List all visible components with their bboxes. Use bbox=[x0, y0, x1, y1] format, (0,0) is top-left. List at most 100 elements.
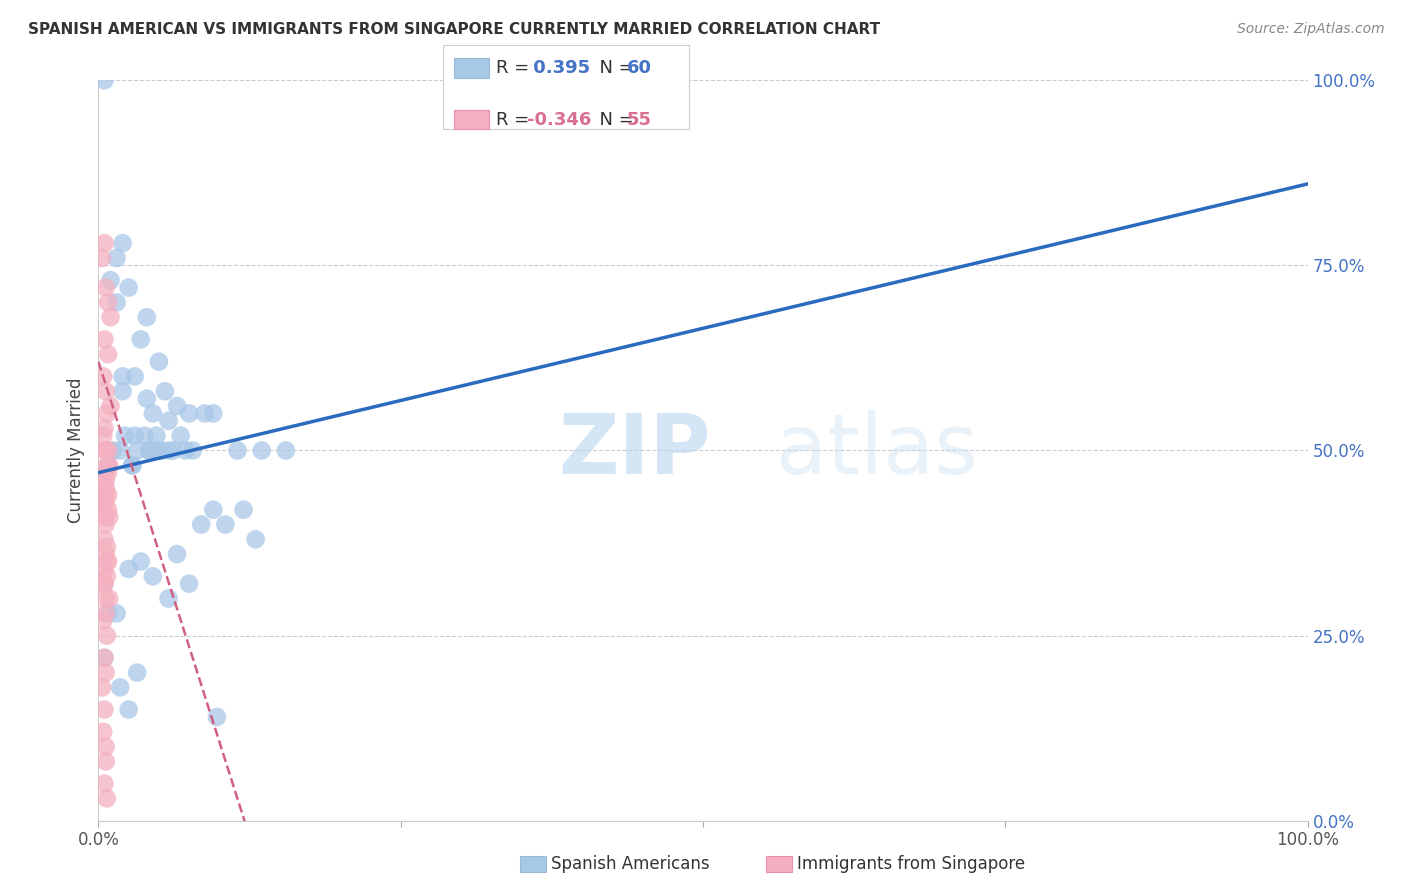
Point bbox=[274, 443, 297, 458]
Point bbox=[135, 310, 157, 325]
Point bbox=[94, 607, 117, 621]
Point bbox=[97, 347, 120, 361]
Point bbox=[166, 547, 188, 561]
Point bbox=[91, 428, 114, 442]
Point bbox=[181, 443, 204, 458]
Point bbox=[114, 428, 136, 442]
Point bbox=[94, 665, 117, 680]
Point bbox=[166, 399, 188, 413]
Point bbox=[93, 576, 115, 591]
Point bbox=[93, 776, 115, 791]
Point bbox=[94, 591, 117, 606]
Point bbox=[94, 384, 117, 399]
Point bbox=[150, 443, 173, 458]
Point bbox=[118, 280, 141, 294]
Point bbox=[169, 428, 191, 442]
Text: ZIP: ZIP bbox=[558, 410, 710, 491]
Text: 60: 60 bbox=[627, 59, 652, 77]
Point bbox=[105, 607, 128, 621]
Text: 0.395: 0.395 bbox=[527, 59, 591, 77]
Point bbox=[202, 407, 225, 421]
Point bbox=[94, 739, 117, 754]
Point bbox=[157, 414, 180, 428]
Point bbox=[96, 791, 118, 805]
Point bbox=[138, 443, 160, 458]
Text: R =: R = bbox=[496, 111, 536, 128]
Point bbox=[91, 495, 114, 509]
Point bbox=[148, 354, 170, 368]
Text: 55: 55 bbox=[627, 111, 652, 128]
Point bbox=[105, 251, 128, 265]
Text: N =: N = bbox=[588, 111, 640, 128]
Point bbox=[93, 576, 115, 591]
Point bbox=[94, 547, 117, 561]
Point bbox=[96, 458, 118, 473]
Point bbox=[93, 650, 115, 665]
Point bbox=[111, 384, 134, 399]
Point bbox=[250, 443, 273, 458]
Point bbox=[96, 569, 118, 583]
Point bbox=[202, 502, 225, 516]
Point bbox=[118, 703, 141, 717]
Text: Spanish Americans: Spanish Americans bbox=[551, 855, 710, 873]
Point bbox=[124, 369, 146, 384]
Point bbox=[97, 502, 120, 516]
Point bbox=[127, 665, 149, 680]
Point bbox=[98, 510, 121, 524]
Point bbox=[101, 443, 124, 458]
Point bbox=[93, 703, 115, 717]
Point bbox=[91, 369, 114, 384]
Point bbox=[98, 591, 121, 606]
Point bbox=[105, 295, 128, 310]
Point bbox=[93, 443, 115, 458]
Point bbox=[129, 555, 152, 569]
Point bbox=[98, 458, 121, 473]
Point bbox=[97, 295, 120, 310]
Text: N =: N = bbox=[588, 59, 640, 77]
Point bbox=[94, 443, 117, 458]
Point bbox=[194, 407, 217, 421]
Point bbox=[245, 533, 267, 547]
Point bbox=[93, 421, 115, 435]
Point bbox=[226, 443, 249, 458]
Point bbox=[97, 488, 120, 502]
Point bbox=[124, 428, 146, 442]
Point bbox=[205, 710, 228, 724]
Text: -0.346: -0.346 bbox=[527, 111, 592, 128]
Point bbox=[100, 273, 122, 287]
Point bbox=[100, 310, 122, 325]
Point bbox=[91, 251, 114, 265]
Point bbox=[97, 555, 120, 569]
Point bbox=[94, 755, 117, 769]
Point bbox=[93, 466, 115, 480]
Point bbox=[91, 681, 114, 695]
Text: R =: R = bbox=[496, 59, 536, 77]
Point bbox=[97, 443, 120, 458]
Point bbox=[94, 488, 117, 502]
Point bbox=[134, 428, 156, 442]
Point bbox=[190, 517, 212, 532]
Point bbox=[97, 466, 120, 480]
Y-axis label: Currently Married: Currently Married bbox=[67, 377, 86, 524]
Text: R =: R = bbox=[0, 881, 30, 892]
Point bbox=[179, 576, 201, 591]
Point bbox=[232, 502, 254, 516]
Point bbox=[157, 443, 180, 458]
Point bbox=[135, 392, 157, 406]
Point bbox=[96, 628, 118, 642]
Point bbox=[97, 607, 120, 621]
Text: SPANISH AMERICAN VS IMMIGRANTS FROM SINGAPORE CURRENTLY MARRIED CORRELATION CHAR: SPANISH AMERICAN VS IMMIGRANTS FROM SING… bbox=[28, 22, 880, 37]
Text: Immigrants from Singapore: Immigrants from Singapore bbox=[797, 855, 1025, 873]
Point bbox=[153, 384, 176, 399]
Point bbox=[121, 458, 143, 473]
Text: Source: ZipAtlas.com: Source: ZipAtlas.com bbox=[1237, 22, 1385, 37]
Point bbox=[96, 540, 118, 554]
Point bbox=[142, 569, 165, 583]
Point bbox=[96, 555, 118, 569]
Point bbox=[127, 443, 149, 458]
Point bbox=[108, 443, 131, 458]
Point bbox=[93, 480, 115, 494]
Point bbox=[97, 458, 120, 473]
Point bbox=[93, 236, 115, 251]
Point bbox=[145, 443, 167, 458]
